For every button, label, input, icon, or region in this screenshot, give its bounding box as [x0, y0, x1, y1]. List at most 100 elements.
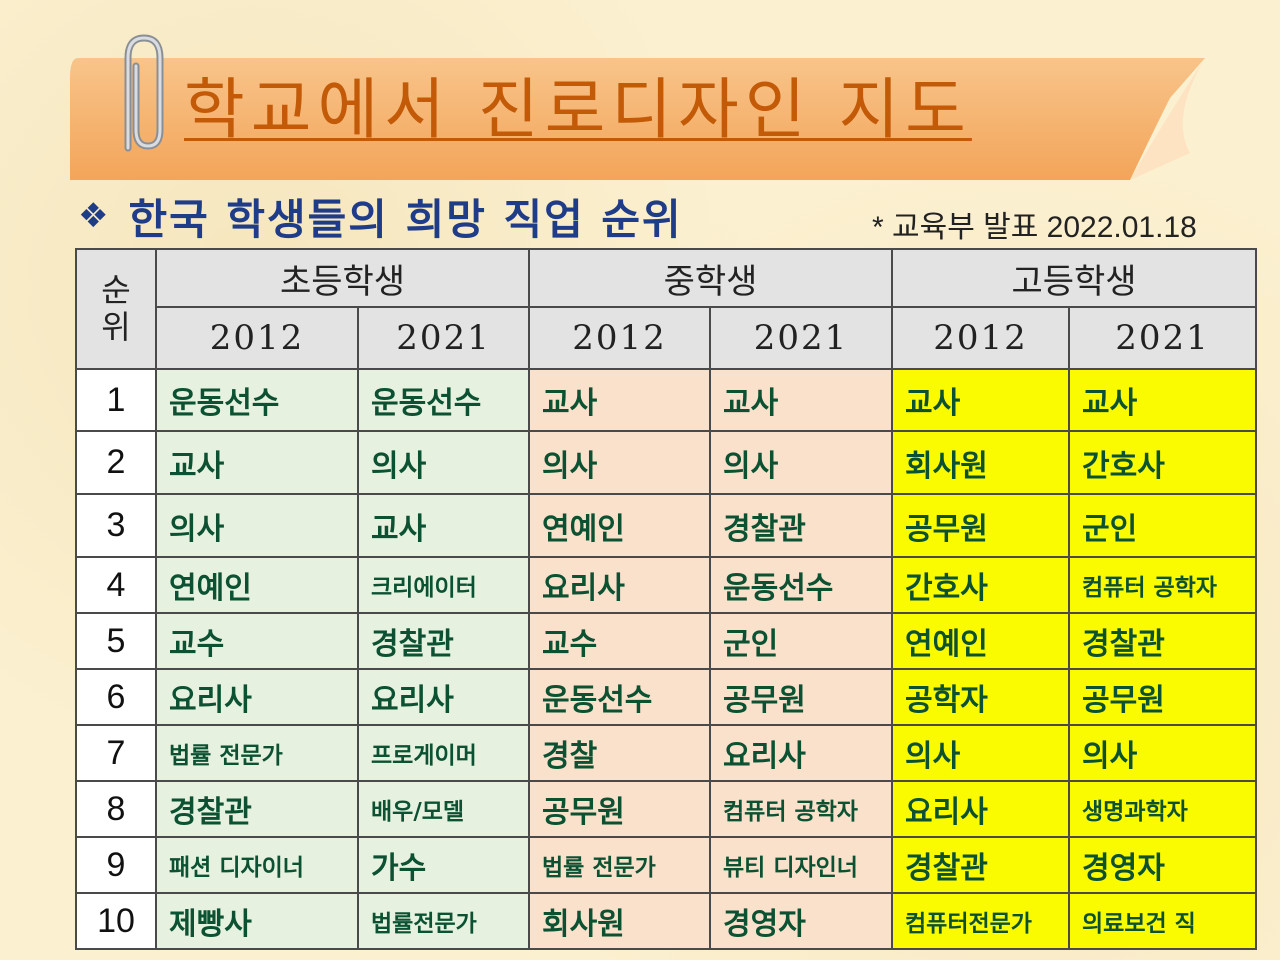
job-cell: 뷰티 디자인너: [709, 836, 893, 894]
job-cell: 가수: [357, 836, 530, 894]
subtitle-row: ❖ 한국 학생들의 희망 직업 순위: [78, 186, 683, 246]
source-note: * 교육부 발표 2022.01.18: [872, 211, 1197, 244]
table-row: 8 경찰관 배우/모델 공무원 컴퓨터 공학자 요리사 생명과학자: [75, 780, 1257, 838]
job-cell: 교사: [709, 368, 893, 432]
job-cell: 패션 디자이너: [155, 836, 359, 894]
rank-cell: 7: [75, 724, 157, 782]
job-cell: 운동선수: [709, 556, 893, 614]
rank-cell: 8: [75, 780, 157, 838]
rank-header-line-2: 위: [101, 308, 131, 346]
job-cell: 경찰관: [357, 612, 530, 670]
job-cell: 법률 전문가: [528, 836, 711, 894]
group-header-high: 고등학생: [891, 248, 1257, 308]
job-cell: 교수: [155, 612, 359, 670]
job-cell: 경찰관: [155, 780, 359, 838]
job-cell: 운동선수: [357, 368, 530, 432]
year-header: 2021: [357, 306, 530, 370]
job-cell: 배우/모델: [357, 780, 530, 838]
job-cell: 회사원: [528, 892, 711, 950]
job-cell: 의사: [709, 430, 893, 495]
job-cell: 제빵사: [155, 892, 359, 950]
job-cell: 의료보건 직: [1068, 892, 1257, 950]
job-cell: 공학자: [891, 668, 1070, 726]
job-cell: 운동선수: [528, 668, 711, 726]
job-cell: 요리사: [155, 668, 359, 726]
table-row: 7 법률 전문가 프로게이머 경찰 요리사 의사 의사: [75, 724, 1257, 782]
job-cell: 운동선수: [155, 368, 359, 432]
job-cell: 공무원: [891, 493, 1070, 558]
job-cell: 경찰관: [709, 493, 893, 558]
job-cell: 공무원: [709, 668, 893, 726]
year-header: 2012: [155, 306, 359, 370]
year-header: 2012: [891, 306, 1070, 370]
job-cell: 간호사: [891, 556, 1070, 614]
job-cell: 요리사: [357, 668, 530, 726]
table-row: 9 패션 디자이너 가수 법률 전문가 뷰티 디자인너 경찰관 경영자: [75, 836, 1257, 894]
rank-header-line-1: 순: [101, 271, 131, 310]
table-row: 5 교수 경찰관 교수 군인 연예인 경찰관: [75, 612, 1257, 670]
table-row: 2 교사 의사 의사 의사 회사원 간호사: [75, 430, 1257, 495]
job-cell: 생명과학자: [1068, 780, 1257, 838]
job-cell: 컴퓨터전문가: [891, 892, 1070, 950]
job-cell: 교사: [357, 493, 530, 558]
job-cell: 의사: [1068, 724, 1257, 782]
job-cell: 컴퓨터 공학자: [709, 780, 893, 838]
job-cell: 요리사: [528, 556, 711, 614]
job-cell: 교사: [891, 368, 1070, 432]
year-header: 2021: [1068, 306, 1257, 370]
job-cell: 간호사: [1068, 430, 1257, 495]
table-row: 1 운동선수 운동선수 교사 교사 교사 교사: [75, 368, 1257, 432]
job-cell: 의사: [155, 493, 359, 558]
job-cell: 공무원: [528, 780, 711, 838]
table-row: 6 요리사 요리사 운동선수 공무원 공학자 공무원: [75, 668, 1257, 726]
job-cell: 의사: [891, 724, 1070, 782]
job-cell: 컴퓨터 공학자: [1068, 556, 1257, 614]
table-row: 3 의사 교사 연예인 경찰관 공무원 군인: [75, 493, 1257, 558]
rank-header: 순 위: [75, 248, 157, 370]
job-cell: 교사: [155, 430, 359, 495]
rank-cell: 9: [75, 836, 157, 894]
table-body: 1 운동선수 운동선수 교사 교사 교사 교사 2 교사 의사 의사 의사 회사원 간호사 3 의사 교사 연예인…: [75, 368, 1257, 950]
page-title: 학교에서 진로디자인 지도: [184, 71, 972, 148]
job-cell: 교사: [1068, 368, 1257, 432]
group-header-elementary: 초등학생: [155, 248, 530, 308]
table-row: 10 제빵사 법률전문가 회사원 경영자 컴퓨터전문가 의료보건 직: [75, 892, 1257, 950]
diamond-bullet-icon: ❖: [78, 196, 109, 236]
rank-cell: 3: [75, 493, 157, 558]
job-cell: 경찰: [528, 724, 711, 782]
job-cell: 요리사: [709, 724, 893, 782]
group-header-middle: 중학생: [528, 248, 893, 308]
job-cell: 경찰관: [891, 836, 1070, 894]
job-cell: 의사: [528, 430, 711, 495]
rank-cell: 4: [75, 556, 157, 614]
job-cell: 의사: [357, 430, 530, 495]
job-cell: 회사원: [891, 430, 1070, 495]
rank-cell: 10: [75, 892, 157, 950]
table-row: 4 연예인 크리에이터 요리사 운동선수 간호사 컴퓨터 공학자: [75, 556, 1257, 614]
job-cell: 연예인: [528, 493, 711, 558]
rank-cell: 5: [75, 612, 157, 670]
rank-cell: 6: [75, 668, 157, 726]
job-cell: 경영자: [709, 892, 893, 950]
job-cell: 경찰관: [1068, 612, 1257, 670]
job-cell: 요리사: [891, 780, 1070, 838]
rank-cell: 1: [75, 368, 157, 432]
job-ranking-table: 순 위 초등학생 중학생 고등학생 2012 2021 2012 2021 20…: [75, 248, 1257, 950]
job-cell: 공무원: [1068, 668, 1257, 726]
job-cell: 법률전문가: [357, 892, 530, 950]
job-cell: 프로게이머: [357, 724, 530, 782]
year-header: 2012: [528, 306, 711, 370]
rank-cell: 2: [75, 430, 157, 495]
job-cell: 연예인: [155, 556, 359, 614]
paperclip-icon: [124, 34, 164, 152]
job-cell: 경영자: [1068, 836, 1257, 894]
year-header: 2021: [709, 306, 893, 370]
job-cell: 크리에이터: [357, 556, 530, 614]
job-cell: 법률 전문가: [155, 724, 359, 782]
job-cell: 연예인: [891, 612, 1070, 670]
job-cell: 군인: [709, 612, 893, 670]
subtitle: 한국 학생들의 희망 직업 순위: [128, 194, 683, 244]
job-cell: 교수: [528, 612, 711, 670]
job-cell: 군인: [1068, 493, 1257, 558]
job-cell: 교사: [528, 368, 711, 432]
